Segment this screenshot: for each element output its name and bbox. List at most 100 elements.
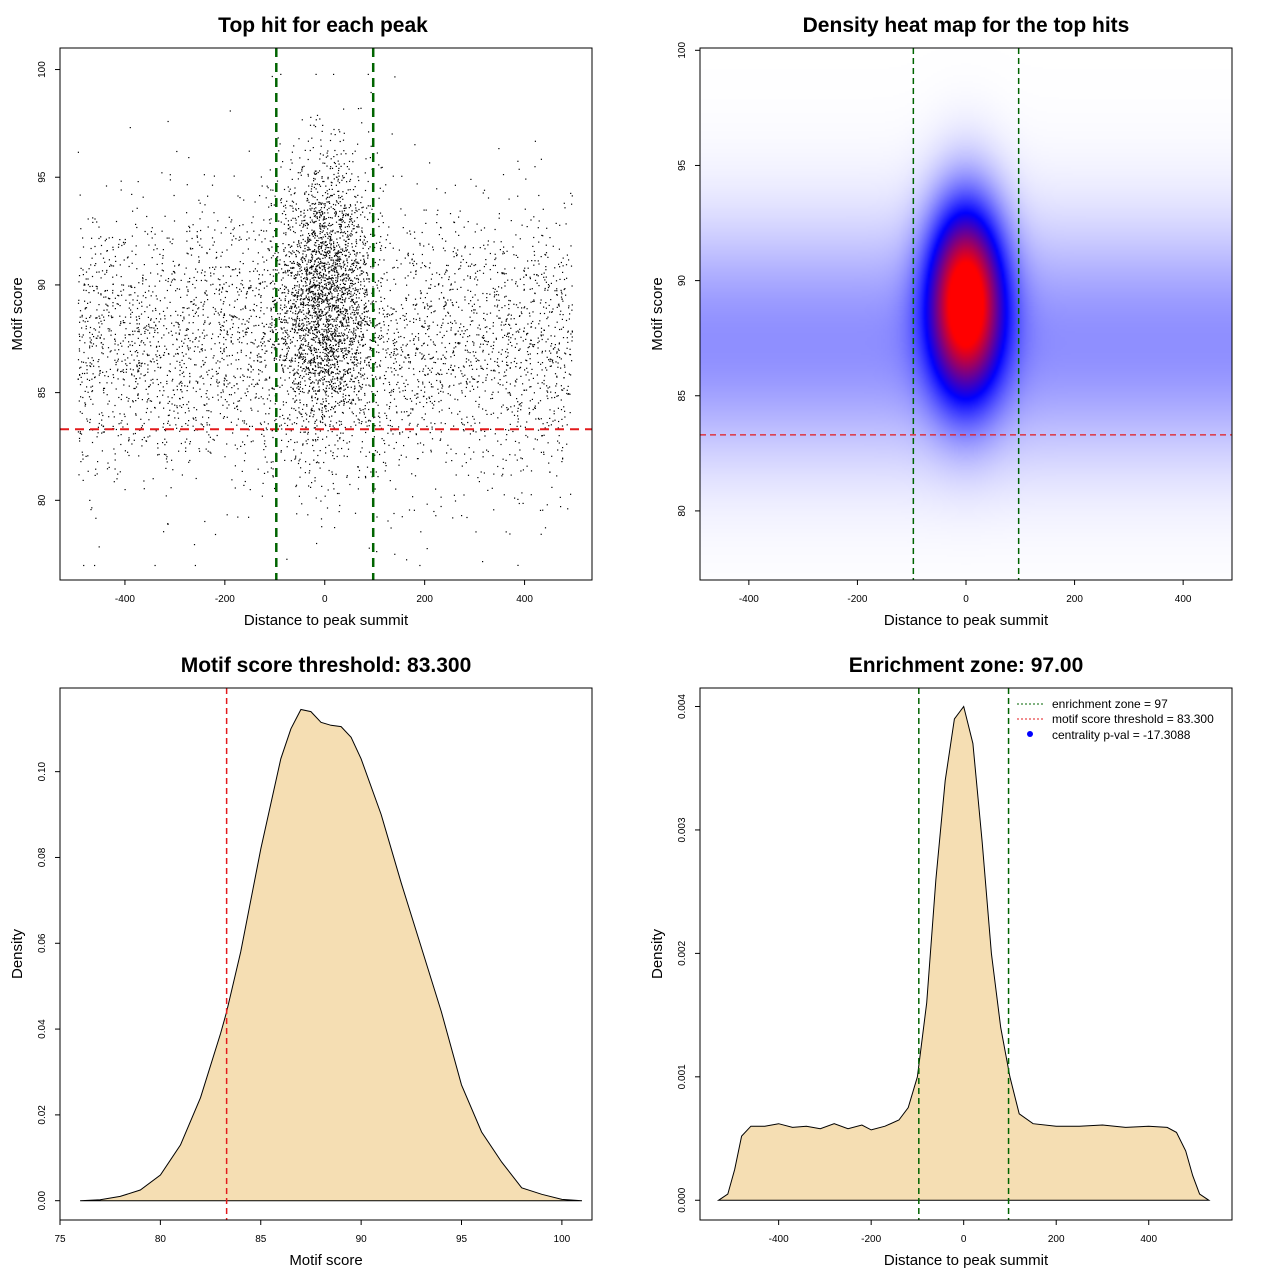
scatter-point: [570, 333, 572, 335]
scatter-point: [365, 272, 368, 274]
scatter-point: [223, 343, 225, 345]
scatter-point: [455, 252, 457, 254]
scatter-point: [524, 306, 526, 308]
scatter-point: [146, 401, 148, 403]
scatter-point: [236, 424, 238, 426]
scatter-point: [240, 290, 242, 292]
scatter-point: [355, 307, 358, 309]
scatter-point: [465, 380, 467, 383]
scatter-point: [223, 416, 225, 418]
scatter-point: [332, 203, 335, 206]
scatter-point: [403, 319, 405, 321]
scatter-point: [340, 219, 342, 221]
scatter-point: [169, 363, 171, 365]
scatter-point: [96, 286, 98, 288]
scatter-point: [492, 287, 494, 289]
scatter-point: [515, 283, 517, 285]
scatter-point: [280, 451, 282, 453]
scatter-point: [196, 271, 199, 273]
scatter-point: [563, 364, 566, 366]
scatter-point: [519, 238, 521, 240]
scatter-point: [473, 342, 475, 344]
scatter-point: [520, 457, 522, 459]
scatter-point: [90, 386, 92, 388]
scatter-point: [147, 364, 149, 366]
scatter-point: [296, 263, 298, 265]
scatter-point: [167, 420, 169, 422]
scatter-point: [330, 291, 332, 294]
scatter-point: [339, 360, 341, 362]
scatter-point: [269, 407, 271, 409]
scatter-point: [469, 265, 471, 267]
scatter-point: [146, 407, 148, 410]
scatter-point: [332, 277, 334, 279]
scatter-point: [349, 306, 351, 308]
scatter-point: [312, 251, 314, 253]
scatter-point: [353, 292, 356, 294]
scatter-point: [472, 351, 474, 353]
scatter-point: [523, 307, 525, 309]
scatter-point: [436, 222, 438, 224]
scatter-point: [82, 479, 84, 481]
scatter-point: [167, 523, 169, 525]
scatter-point: [204, 271, 206, 273]
scatter-point: [280, 279, 283, 281]
scatter-point: [318, 296, 320, 298]
scatter-point: [533, 300, 535, 302]
scatter-point: [263, 435, 265, 437]
scatter-point: [314, 308, 316, 310]
scatter-point: [238, 400, 241, 402]
scatter-point: [445, 358, 447, 360]
scatter-point: [272, 468, 274, 470]
scatter-point: [182, 396, 184, 399]
scatter-point: [352, 264, 355, 266]
scatter-point: [342, 432, 344, 434]
scatter-point: [366, 466, 369, 468]
scatter-point: [338, 259, 340, 261]
scatter-point: [117, 344, 119, 346]
scatter-point: [438, 283, 440, 285]
scatter-point: [505, 351, 507, 353]
scatter-point: [203, 303, 205, 305]
scatter-point: [246, 343, 248, 345]
scatter-point: [335, 268, 337, 270]
scatter-point: [162, 310, 165, 312]
scatter-point: [471, 310, 473, 312]
scatter-point: [204, 204, 206, 206]
scatter-point: [184, 273, 186, 275]
scatter-point: [419, 244, 421, 246]
scatter-point: [110, 330, 112, 332]
scatter-point: [392, 313, 394, 315]
scatter-point: [497, 382, 499, 384]
scatter-point: [355, 196, 357, 198]
scatter-point: [215, 251, 218, 253]
scatter-point: [533, 216, 535, 218]
scatter-point: [454, 500, 457, 502]
scatter-point: [407, 383, 409, 386]
scatter-point: [106, 250, 108, 252]
scatter-point: [216, 373, 218, 375]
scatter-point: [148, 325, 150, 327]
scatter-point: [342, 352, 344, 354]
scatter-point: [490, 358, 492, 360]
scatter-point: [554, 396, 556, 399]
scatter-point: [428, 243, 430, 245]
scatter-point: [338, 197, 340, 199]
scatter-point: [288, 335, 290, 337]
scatter-point: [540, 363, 542, 365]
scatter-point: [562, 314, 564, 316]
scatter-point: [292, 382, 294, 384]
scatter-point: [352, 280, 354, 282]
scatter-point: [486, 374, 488, 376]
scatter-point: [534, 166, 536, 168]
scatter-point: [174, 279, 176, 281]
scatter-point: [463, 279, 465, 281]
scatter-point: [81, 314, 83, 316]
scatter-point: [314, 299, 316, 301]
scatter-point: [427, 325, 429, 327]
scatter-point: [436, 188, 438, 190]
scatter-point: [541, 273, 543, 275]
scatter-point: [441, 342, 443, 344]
scatter-point: [364, 392, 366, 395]
scatter-point: [515, 234, 517, 236]
